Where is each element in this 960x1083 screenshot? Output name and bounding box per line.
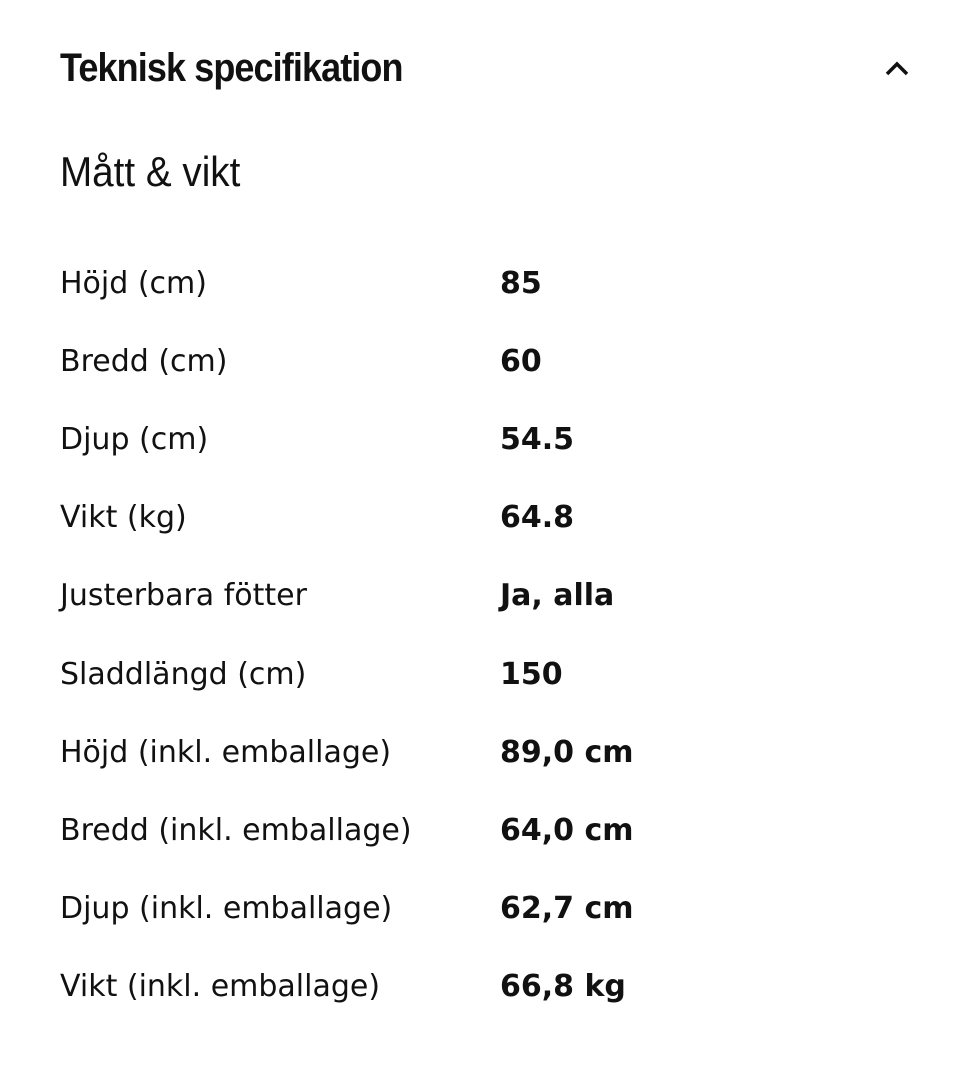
spec-row: Bredd (cm) 60 [60,322,634,400]
spec-row: Höjd (inkl. emballage) 89,0 cm [60,713,634,791]
spec-label: Vikt (inkl. emballage) [60,969,381,1005]
spec-label: Bredd (cm) [60,343,228,379]
spec-value: Ja, alla [500,578,615,614]
spec-row: Bredd (inkl. emballage) 64,0 cm [60,791,634,869]
spec-value: 64,0 cm [500,812,634,848]
chevron-up-icon[interactable] [884,55,910,81]
spec-label: Djup (cm) [60,421,209,457]
spec-label: Sladdlängd (cm) [60,656,307,692]
spec-value: 54.5 [500,421,575,457]
spec-row: Djup (cm) 54.5 [60,400,634,478]
spec-value: 66,8 kg [500,969,626,1005]
group-title: Mått & vikt [60,148,241,195]
spec-value: 60 [500,343,542,379]
spec-row: Sladdlängd (cm) 150 [60,635,634,713]
spec-row: Justerbara fötter Ja, alla [60,557,634,635]
spec-row: Höjd (cm) 85 [60,244,634,322]
spec-label: Bredd (inkl. emballage) [60,812,412,848]
spec-value: 150 [500,656,563,692]
spec-row: Vikt (kg) 64.8 [60,479,634,557]
spec-label: Vikt (kg) [60,500,187,536]
spec-label: Höjd (inkl. emballage) [60,734,392,770]
spec-value: 89,0 cm [500,734,634,770]
spec-label: Djup (inkl. emballage) [60,891,393,927]
spec-value: 62,7 cm [500,891,634,927]
spec-value: 85 [500,265,542,301]
section-title: Teknisk specifikation [60,45,403,90]
spec-value: 64.8 [500,500,575,536]
spec-row: Vikt (inkl. emballage) 66,8 kg [60,948,634,1026]
spec-row: Djup (inkl. emballage) 62,7 cm [60,870,634,948]
spec-label: Justerbara fötter [60,578,307,614]
spec-section-header[interactable]: Teknisk specifikation [60,40,910,96]
spec-label: Höjd (cm) [60,265,207,301]
spec-list: Höjd (cm) 85 Bredd (cm) 60 Djup (cm) 54.5 Vikt… [60,244,634,1026]
